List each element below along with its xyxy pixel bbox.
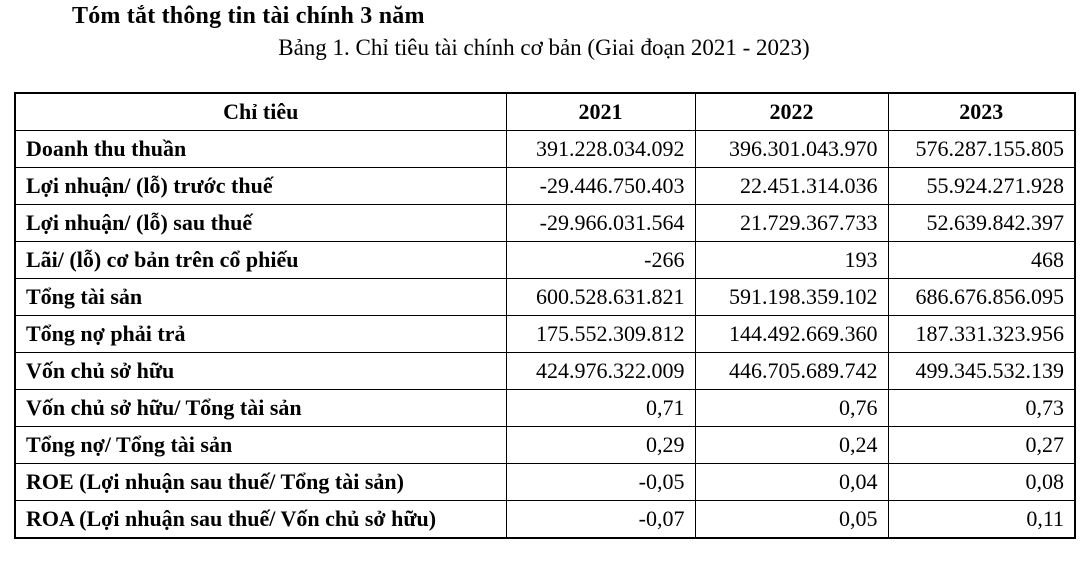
col-header-2021: 2021 <box>505 92 696 131</box>
table-row: Tổng nợ phải trả 175.552.309.812 144.492… <box>14 315 1076 353</box>
table-row: Tổng tài sản 600.528.631.821 591.198.359… <box>14 278 1076 316</box>
table-row: ROE (Lợi nhuận sau thuế/ Tổng tài sản) -… <box>14 463 1076 501</box>
row-label: Tổng tài sản <box>14 278 507 316</box>
table-caption: Bảng 1. Chỉ tiêu tài chính cơ bản (Giai … <box>278 35 810 60</box>
value-2023: 499.345.532.139 <box>887 352 1076 390</box>
table-row: Tổng nợ/ Tổng tài sản 0,29 0,24 0,27 <box>14 426 1076 464</box>
value-2023: 0,73 <box>887 389 1076 427</box>
table-row: ROA (Lợi nhuận sau thuế/ Vốn chủ sở hữu)… <box>14 500 1076 539</box>
value-2021: -0,05 <box>505 463 696 501</box>
value-2022: 0,76 <box>694 389 889 427</box>
value-2021: -266 <box>505 241 696 279</box>
value-2021: 175.552.309.812 <box>505 315 696 353</box>
value-2021: -29.966.031.564 <box>505 204 696 242</box>
value-2023: 0,27 <box>887 426 1076 464</box>
col-header-2022: 2022 <box>694 92 889 131</box>
value-2022: 0,04 <box>694 463 889 501</box>
value-2022: 21.729.367.733 <box>694 204 889 242</box>
value-2022: 22.451.314.036 <box>694 167 889 205</box>
col-header-indicator: Chỉ tiêu <box>14 92 507 131</box>
value-2022: 446.705.689.742 <box>694 352 889 390</box>
table-row: Doanh thu thuần 391.228.034.092 396.301.… <box>14 130 1076 168</box>
value-2021: 391.228.034.092 <box>505 130 696 168</box>
value-2023: 187.331.323.956 <box>887 315 1076 353</box>
financial-summary-table: Chỉ tiêu 2021 2022 2023 Doanh thu thuần … <box>14 92 1076 539</box>
table-row: Vốn chủ sở hữu/ Tổng tài sản 0,71 0,76 0… <box>14 389 1076 427</box>
value-2023: 55.924.271.928 <box>887 167 1076 205</box>
row-label: Tổng nợ/ Tổng tài sản <box>14 426 507 464</box>
value-2021: 424.976.322.009 <box>505 352 696 390</box>
value-2023: 576.287.155.805 <box>887 130 1076 168</box>
value-2022: 396.301.043.970 <box>694 130 889 168</box>
col-header-2023: 2023 <box>887 92 1076 131</box>
row-label: Tổng nợ phải trả <box>14 315 507 353</box>
row-label: ROA (Lợi nhuận sau thuế/ Vốn chủ sở hữu) <box>14 500 507 539</box>
value-2023: 0,11 <box>887 500 1076 539</box>
row-label: Doanh thu thuần <box>14 130 507 168</box>
value-2023: 686.676.856.095 <box>887 278 1076 316</box>
row-label: Vốn chủ sở hữu <box>14 352 507 390</box>
page-title: Tóm tắt thông tin tài chính 3 năm <box>72 3 425 29</box>
value-2023: 0,08 <box>887 463 1076 501</box>
row-label: Lợi nhuận/ (lỗ) trước thuế <box>14 167 507 205</box>
value-2022: 591.198.359.102 <box>694 278 889 316</box>
value-2021: 0,71 <box>505 389 696 427</box>
table-row: Lãi/ (lỗ) cơ bản trên cổ phiếu -266 193 … <box>14 241 1076 279</box>
table-row: Lợi nhuận/ (lỗ) trước thuế -29.446.750.4… <box>14 167 1076 205</box>
row-label: Vốn chủ sở hữu/ Tổng tài sản <box>14 389 507 427</box>
table-row: Vốn chủ sở hữu 424.976.322.009 446.705.6… <box>14 352 1076 390</box>
value-2021: 0,29 <box>505 426 696 464</box>
value-2022: 193 <box>694 241 889 279</box>
value-2021: 600.528.631.821 <box>505 278 696 316</box>
row-label: ROE (Lợi nhuận sau thuế/ Tổng tài sản) <box>14 463 507 501</box>
value-2022: 0,05 <box>694 500 889 539</box>
table-header-row: Chỉ tiêu 2021 2022 2023 <box>14 92 1076 131</box>
value-2023: 468 <box>887 241 1076 279</box>
value-2022: 0,24 <box>694 426 889 464</box>
table-row: Lợi nhuận/ (lỗ) sau thuế -29.966.031.564… <box>14 204 1076 242</box>
value-2021: -29.446.750.403 <box>505 167 696 205</box>
row-label: Lợi nhuận/ (lỗ) sau thuế <box>14 204 507 242</box>
row-label: Lãi/ (lỗ) cơ bản trên cổ phiếu <box>14 241 507 279</box>
value-2022: 144.492.669.360 <box>694 315 889 353</box>
value-2021: -0,07 <box>505 500 696 539</box>
value-2023: 52.639.842.397 <box>887 204 1076 242</box>
